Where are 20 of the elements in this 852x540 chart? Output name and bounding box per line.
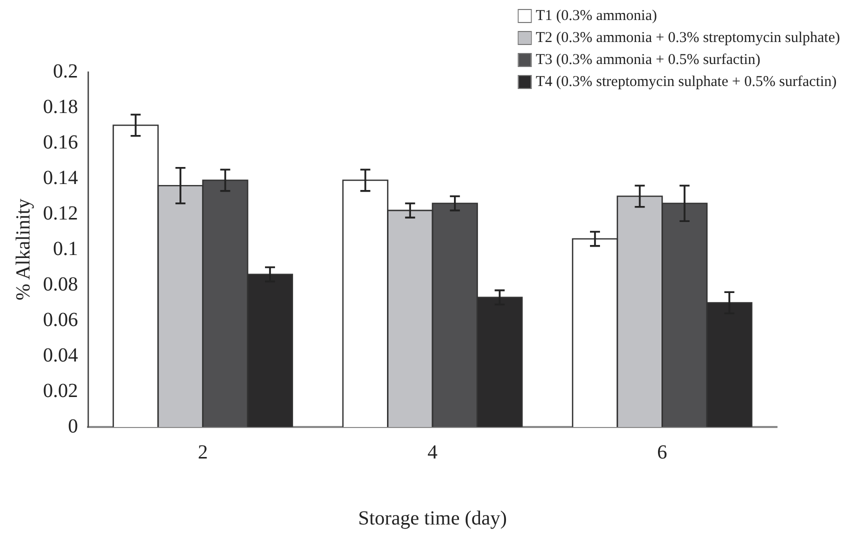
legend-label: T2 (0.3% ammonia + 0.3% streptomycin sulphate) <box>536 30 840 46</box>
y-tick-label: 0 <box>68 415 78 438</box>
legend-label: T4 (0.3% streptomycin sulphate + 0.5% surfactin) <box>536 74 837 90</box>
x-tick-label: 4 <box>428 441 438 464</box>
y-tick-label: 0.12 <box>43 202 78 224</box>
x-axis-title: Storage time (day) <box>358 507 507 530</box>
y-tick-label: 0.18 <box>43 96 78 118</box>
legend-label: T1 (0.3% ammonia) <box>536 8 657 24</box>
y-tick-label: 0.06 <box>43 308 78 331</box>
y-tick-label: 0.14 <box>43 166 78 189</box>
y-tick-label: 0.02 <box>43 380 78 402</box>
y-tick-label: 0.1 <box>53 238 78 260</box>
x-tick-label: 6 <box>657 441 668 464</box>
x-tick-label: 2 <box>198 441 208 464</box>
y-tick-label: 0.04 <box>43 344 78 366</box>
y-tick-label: 0.08 <box>43 273 78 296</box>
y-tick-label: 0.16 <box>43 131 78 154</box>
y-tick-label: 0.2 <box>53 60 78 82</box>
legend-label: T3 (0.3% ammonia + 0.5% surfactin) <box>536 52 760 68</box>
y-axis-title: % Alkalinity <box>12 198 34 300</box>
